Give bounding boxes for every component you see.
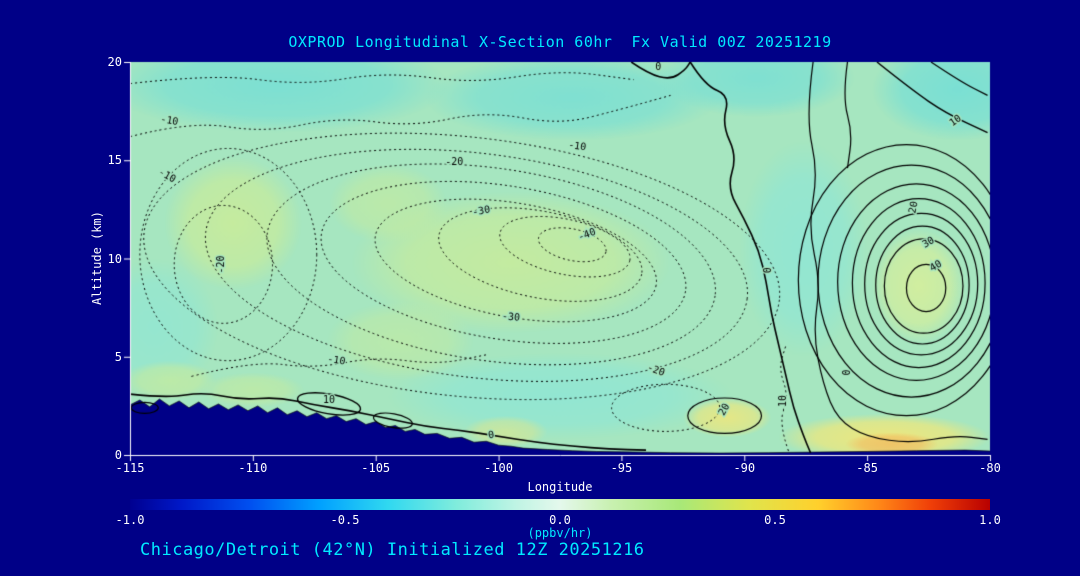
y-axis-title: Altitude (km) (90, 211, 104, 305)
colorbar-units-label: (ppbv/hr) (527, 526, 593, 540)
colorbar-gradient (130, 499, 990, 510)
plot-title: OXPROD Longitudinal X-Section 60hr Fx Va… (288, 33, 832, 51)
plot-subtitle: Chicago/Detroit (42°N) Initialized 12Z 2… (140, 540, 645, 560)
colorbar (130, 499, 990, 510)
x-axis-title: Longitude (527, 480, 593, 494)
